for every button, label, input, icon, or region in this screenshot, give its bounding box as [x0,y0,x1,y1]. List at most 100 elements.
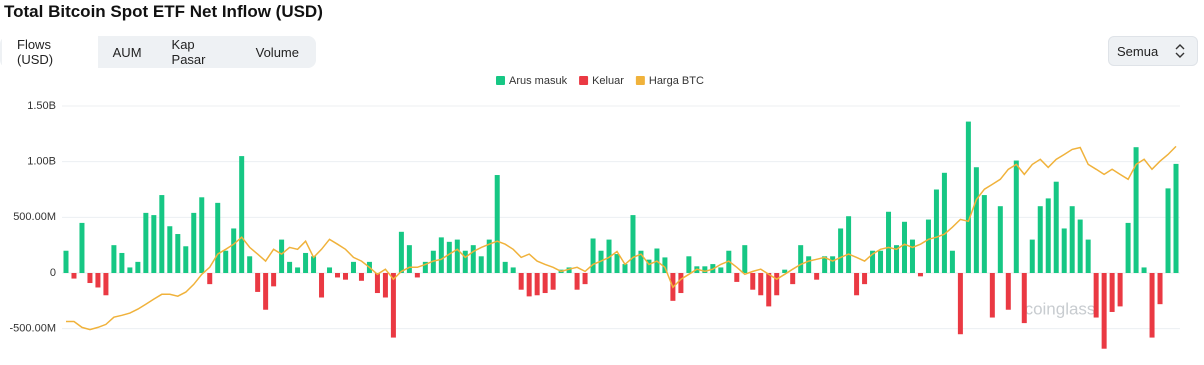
bar [215,202,221,273]
bar [774,273,780,296]
bar [303,252,309,273]
bar [1101,273,1107,349]
bar [358,273,364,281]
tab[interactable]: Kap Pasar [171,37,206,67]
tab[interactable]: AUM [112,44,142,60]
legend-swatch [635,76,645,85]
bar [446,241,452,273]
chevrons [1175,44,1185,58]
bar [398,231,404,273]
bar [973,167,979,273]
dropdown-label: Semua [1117,43,1159,59]
bar [630,215,636,273]
bar [734,273,740,282]
bar [686,256,692,273]
bar [622,264,628,273]
bar [886,211,892,273]
bar [1165,188,1171,273]
bar [335,273,341,278]
tab[interactable]: Volume [255,44,299,60]
bar [638,250,644,273]
bar [199,197,205,273]
bar [287,261,293,273]
tab[interactable]: Flows (USD) [2,30,98,74]
bar [542,273,548,294]
y-tick-label: 500.00M [13,211,56,223]
bar [422,261,428,273]
bar [997,206,1003,273]
bar [263,273,269,310]
bar [470,245,476,273]
bar [327,267,333,273]
bar [614,254,620,273]
bar [702,266,708,273]
bar [1045,198,1051,273]
bar [1149,273,1155,338]
bar [414,273,420,278]
bar [111,245,117,273]
legend-swatch [579,76,589,85]
watermark: coinglass [1025,299,1096,318]
bar [295,267,301,273]
y-tick-label: 1.00B [27,156,56,168]
bar [854,273,860,296]
bar [478,256,484,273]
bar [1037,206,1043,273]
bar [798,245,804,273]
bar [646,259,652,273]
bar [247,256,253,273]
bar [965,121,971,273]
bar [510,267,516,273]
bar [1005,273,1011,310]
bar [582,273,588,285]
bar [350,261,356,273]
bar [135,261,141,273]
bar [1173,163,1179,273]
bar [167,226,173,273]
bar [502,261,508,273]
bar [1021,273,1027,324]
bar [981,195,987,273]
bar [63,250,69,273]
bar [1013,160,1019,273]
bar [933,189,939,273]
bar [1125,222,1131,273]
y-tick-label: 0 [50,267,56,279]
bar [917,273,923,277]
bar [1077,219,1083,273]
bar [454,239,460,273]
bar [494,175,500,273]
bar [1157,273,1163,305]
bar [1061,228,1067,273]
y-tick-label: -500.00M [10,323,56,335]
bar [534,273,540,296]
bar [790,273,796,285]
bar [1093,273,1099,318]
bar [949,250,955,273]
bar [830,256,836,273]
bar [518,273,524,290]
legend-label: Harga BTC [649,75,704,87]
legend-label: Arus masuk [509,75,568,87]
bar [526,273,532,297]
bar [231,228,237,273]
bar [1053,181,1059,273]
bar [223,250,229,273]
bar [311,256,317,273]
bar [925,219,931,273]
bar [390,273,396,338]
y-tick-label: 1.50B [27,100,56,112]
bar [782,269,788,273]
bar [151,215,157,273]
bar [606,239,612,273]
range-dropdown[interactable]: Semua [1108,36,1198,66]
bar [662,257,668,273]
bar [1109,273,1115,312]
bar [406,245,412,273]
bar [438,237,444,273]
bar [127,267,133,273]
bar [486,239,492,273]
legend-swatch [496,76,505,85]
price-line [66,145,1177,331]
